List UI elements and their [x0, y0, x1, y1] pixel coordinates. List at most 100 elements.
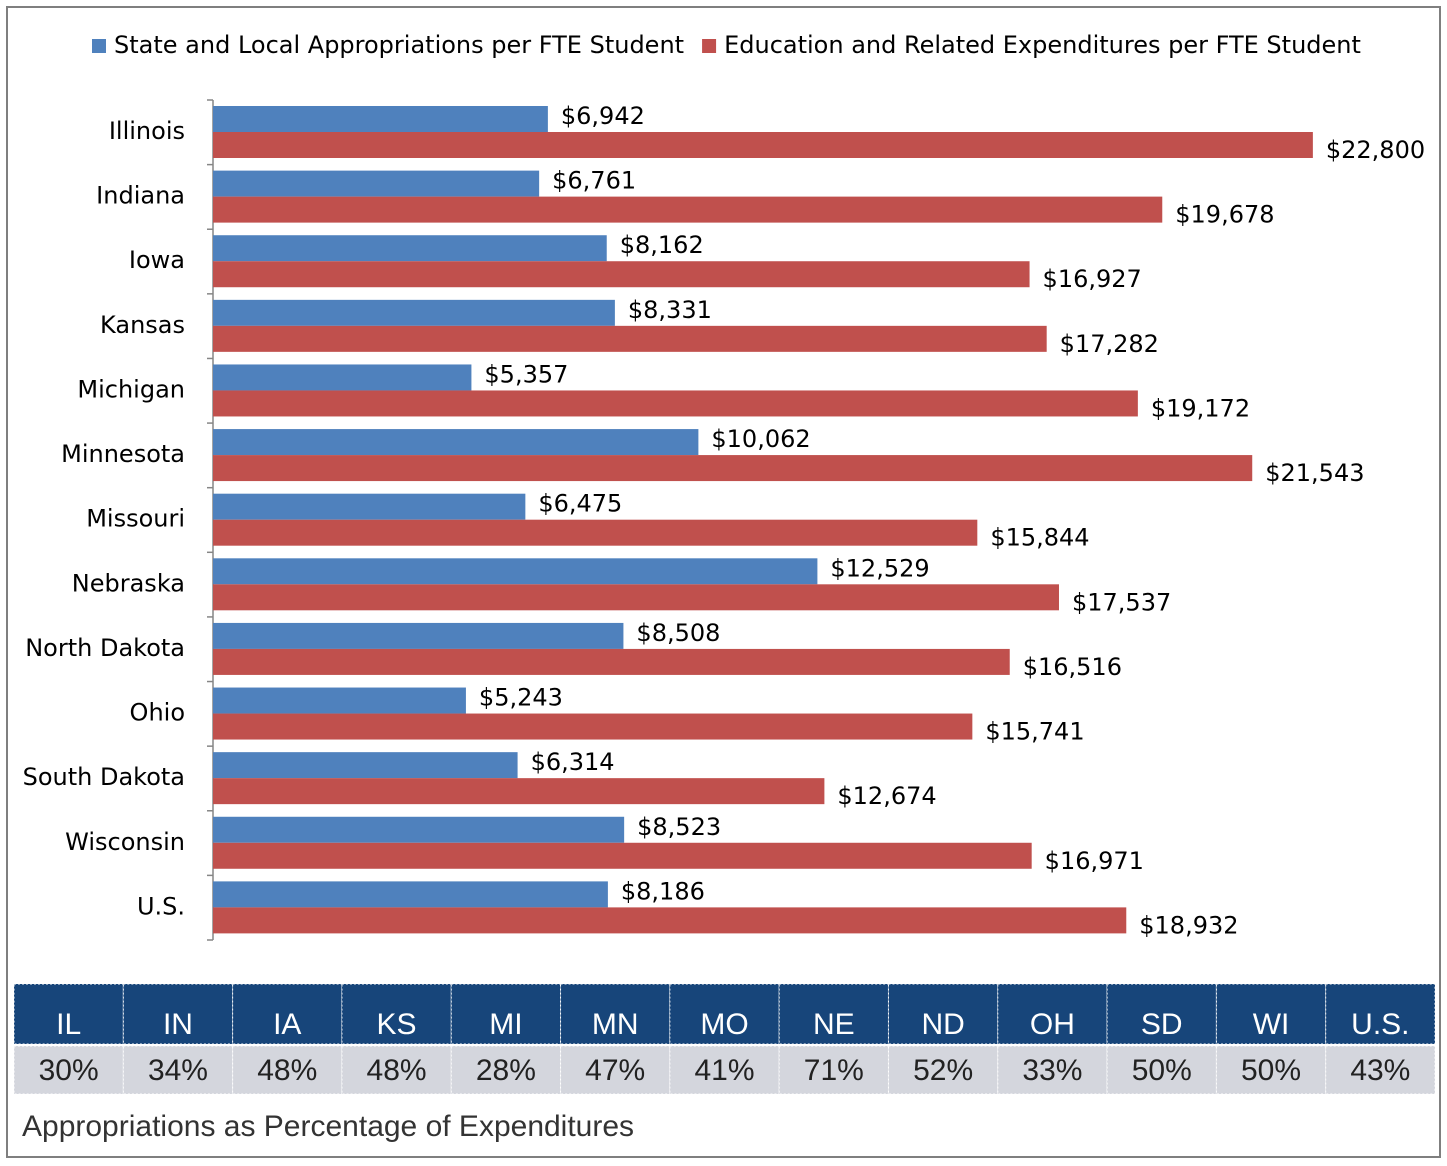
table-cell	[997, 1045, 1108, 1095]
header-label: ND	[921, 1008, 964, 1041]
y-tick-label: Iowa	[129, 246, 185, 274]
bar	[213, 455, 1253, 482]
bar	[213, 519, 978, 546]
value-label: $5,357	[484, 360, 568, 388]
value-label: $15,844	[990, 524, 1089, 552]
bar	[213, 584, 1059, 611]
y-tick-label: North Dakota	[25, 634, 185, 662]
header-label: SD	[1141, 1008, 1183, 1041]
value-label: $12,529	[830, 554, 929, 582]
value-label: $6,942	[561, 102, 645, 130]
y-tick-label: Minnesota	[61, 440, 185, 468]
y-tick-label: Nebraska	[72, 569, 185, 597]
bar	[213, 687, 466, 714]
header-label: NE	[813, 1008, 855, 1041]
y-tick-label: South Dakota	[23, 763, 185, 791]
bar	[213, 648, 1010, 675]
table-value: 48%	[257, 1054, 317, 1087]
table-value: 30%	[39, 1054, 99, 1087]
value-label: $8,523	[637, 813, 721, 841]
header-cell	[778, 983, 889, 1045]
value-label: $8,508	[636, 619, 720, 647]
header-label: IN	[163, 1008, 193, 1041]
value-label: $17,537	[1072, 588, 1171, 616]
table-cell	[341, 1045, 452, 1095]
table-value: 34%	[148, 1054, 208, 1087]
header-cell	[887, 983, 999, 1045]
table-value: 47%	[585, 1054, 645, 1087]
value-label: $16,927	[1043, 265, 1142, 293]
legend-label: Education and Related Expenditures per F…	[724, 31, 1361, 59]
y-tick-label: Kansas	[100, 311, 185, 339]
value-label: $19,678	[1175, 201, 1274, 229]
bar	[213, 752, 518, 779]
header-cell	[122, 983, 234, 1045]
header-label: KS	[377, 1008, 417, 1041]
value-label: $8,162	[620, 231, 704, 259]
table-caption: Appropriations as Percentage of Expendit…	[22, 1110, 634, 1143]
header-cell	[13, 983, 124, 1045]
table-cell	[13, 1045, 124, 1095]
bar	[213, 778, 825, 805]
value-label: $8,186	[621, 877, 705, 905]
header-cell	[341, 983, 452, 1045]
bar	[213, 235, 607, 262]
bar	[213, 493, 526, 520]
header-label: IL	[56, 1008, 81, 1041]
table-value: 41%	[694, 1054, 754, 1087]
table-cell	[1325, 1045, 1436, 1095]
header-label: IA	[273, 1008, 301, 1041]
header-cell	[1106, 983, 1217, 1045]
value-label: $12,674	[837, 782, 936, 810]
header-label: MO	[700, 1008, 748, 1041]
bar	[213, 261, 1030, 288]
header-cell	[1215, 983, 1327, 1045]
bar	[213, 713, 973, 740]
value-label: $22,800	[1326, 136, 1425, 164]
bar	[213, 325, 1047, 352]
value-label: $17,282	[1060, 330, 1159, 358]
value-label: $15,741	[985, 718, 1084, 746]
bar	[213, 429, 699, 456]
bar	[213, 364, 472, 391]
table-value: 50%	[1241, 1054, 1301, 1087]
table-cell	[887, 1045, 999, 1095]
y-tick-label: Illinois	[109, 117, 185, 145]
value-label: $5,243	[479, 684, 563, 712]
header-cell	[560, 983, 671, 1045]
value-label: $21,543	[1265, 459, 1364, 487]
value-label: $16,516	[1023, 653, 1122, 681]
header-label: U.S.	[1351, 1008, 1409, 1041]
bar	[213, 907, 1127, 934]
bar	[213, 622, 624, 649]
bar	[213, 196, 1163, 223]
header-label: MI	[489, 1008, 522, 1041]
value-label: $8,331	[628, 296, 712, 324]
value-label: $10,062	[711, 425, 810, 453]
header-label: WI	[1253, 1008, 1290, 1041]
bar	[213, 558, 818, 585]
legend-swatch	[702, 39, 717, 53]
table-value: 43%	[1350, 1054, 1410, 1087]
table-value: 28%	[476, 1054, 536, 1087]
table-cell	[560, 1045, 671, 1095]
table-cell	[778, 1045, 889, 1095]
bar	[213, 170, 540, 197]
bar	[213, 299, 615, 326]
y-tick-label: Michigan	[77, 375, 185, 403]
value-label: $6,475	[538, 490, 622, 518]
table-value: 48%	[367, 1054, 427, 1087]
y-tick-label: Wisconsin	[65, 828, 185, 856]
legend-swatch	[92, 39, 106, 53]
header-cell	[232, 983, 343, 1045]
value-label: $6,314	[531, 748, 615, 776]
header-label: OH	[1030, 1008, 1075, 1041]
bar	[213, 390, 1138, 417]
y-tick-label: Missouri	[86, 505, 185, 533]
bar	[213, 881, 608, 908]
header-cell	[450, 983, 562, 1045]
table-value: 52%	[913, 1054, 973, 1087]
value-label: $6,761	[552, 167, 636, 195]
